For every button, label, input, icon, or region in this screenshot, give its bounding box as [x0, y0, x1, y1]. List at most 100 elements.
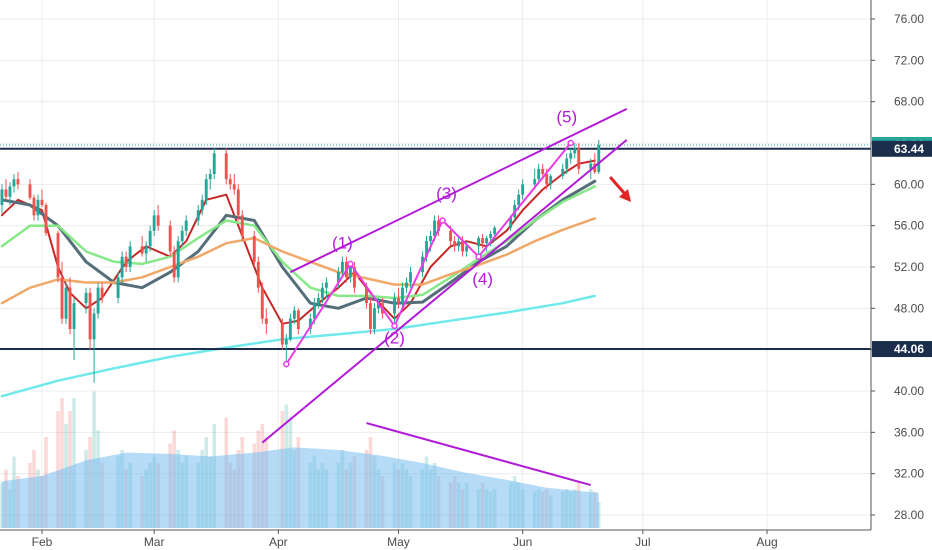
candle-body [377, 303, 380, 309]
price-tag-label: 44.06 [894, 342, 924, 356]
candle-body [280, 323, 284, 345]
down-arrow-icon [609, 176, 627, 196]
candle-body [140, 246, 144, 254]
candle-body [537, 168, 541, 180]
y-tick-label: 40.00 [894, 384, 924, 398]
candle-body [465, 246, 469, 252]
candle-body [393, 298, 396, 314]
time-axis-background [0, 530, 932, 550]
wave-point [439, 217, 446, 224]
candle-body [340, 261, 344, 273]
candle-body [316, 298, 320, 304]
elliott-wave-path [285, 142, 572, 365]
volume-trend-line [366, 422, 592, 486]
wave-label: (5) [556, 107, 577, 126]
candle-body [228, 179, 232, 185]
candle-body [409, 272, 412, 283]
y-tick-label: 56.00 [894, 219, 924, 233]
candle-body [296, 310, 300, 329]
wave-label: (2) [384, 328, 405, 347]
candle-body [521, 184, 525, 195]
channel-lower-line [261, 139, 628, 444]
candle-body [573, 148, 577, 154]
candle-body [569, 153, 573, 159]
candle-body [397, 298, 400, 304]
candle-body [12, 179, 16, 187]
candle-body [541, 168, 545, 174]
candle-body [56, 232, 60, 278]
candle-body [509, 217, 513, 228]
candle-body [8, 186, 12, 197]
y-tick-label: 36.00 [894, 425, 924, 439]
candle-body [461, 241, 465, 252]
wave-point [475, 253, 482, 260]
candle-body [232, 184, 236, 190]
candle-body [256, 261, 260, 288]
candle-body [44, 205, 48, 233]
candle-body [148, 230, 152, 247]
candle-body [320, 287, 324, 298]
candle-body [116, 277, 120, 298]
candle-body [16, 179, 20, 185]
candle-body [88, 292, 92, 340]
y-tick-label: 32.00 [894, 467, 924, 481]
price-tag [872, 140, 932, 157]
candle-body [196, 210, 200, 221]
candle-body [184, 220, 188, 231]
candle-body [348, 267, 352, 278]
candle-body [597, 144, 601, 172]
candle-body [545, 174, 549, 185]
candle-body [40, 199, 44, 205]
x-tick-label: Aug [756, 535, 777, 549]
x-tick-label: May [387, 535, 410, 549]
candle-body [489, 233, 493, 239]
candle-body [477, 238, 481, 247]
candle-body [120, 256, 124, 278]
candle-body [449, 230, 453, 242]
candle-body [236, 189, 240, 216]
candle-body [493, 227, 497, 234]
y-tick-label: 52.00 [894, 260, 924, 274]
wave-point [283, 360, 290, 368]
wave-label: (4) [472, 270, 493, 289]
volume-bar [60, 398, 64, 528]
candle-body [36, 199, 40, 216]
y-tick-label: 76.00 [894, 12, 924, 26]
candle-body [224, 153, 228, 180]
candle-body [565, 158, 569, 169]
candle-body [401, 287, 404, 304]
volume-bar [0, 482, 4, 528]
moving-average-line [0, 185, 597, 300]
candle-body [144, 246, 148, 254]
y-tick-label: 60.00 [894, 177, 924, 191]
candle-body [208, 174, 212, 180]
candle-body [0, 189, 4, 205]
x-tick-label: Jun [513, 535, 532, 549]
candle-body [453, 241, 457, 247]
volume-panel [0, 391, 601, 528]
candle-body [84, 292, 88, 304]
candle-body [200, 199, 204, 211]
candle-body [549, 176, 553, 185]
down-arrow-head [619, 189, 631, 202]
volume-bar [72, 398, 76, 528]
drawings: (1) (2) (3) (4) (5) [261, 107, 631, 486]
candle-body [589, 163, 593, 169]
candle-body [100, 287, 104, 298]
candle-body [212, 153, 216, 174]
x-tick-label: Apr [269, 535, 288, 549]
candle-body [429, 236, 432, 242]
y-tick-label: 68.00 [894, 95, 924, 109]
candle-body [352, 267, 356, 288]
wave-label: (3) [436, 184, 457, 203]
candle-body [561, 168, 565, 177]
horizontal-levels [0, 144, 871, 351]
candle-body [252, 236, 256, 262]
candle-body [324, 282, 328, 288]
candle-body [96, 287, 100, 314]
price-axis-background [871, 0, 932, 550]
candle-body [308, 318, 312, 329]
wave-point [347, 260, 354, 268]
candle-body [373, 308, 376, 329]
